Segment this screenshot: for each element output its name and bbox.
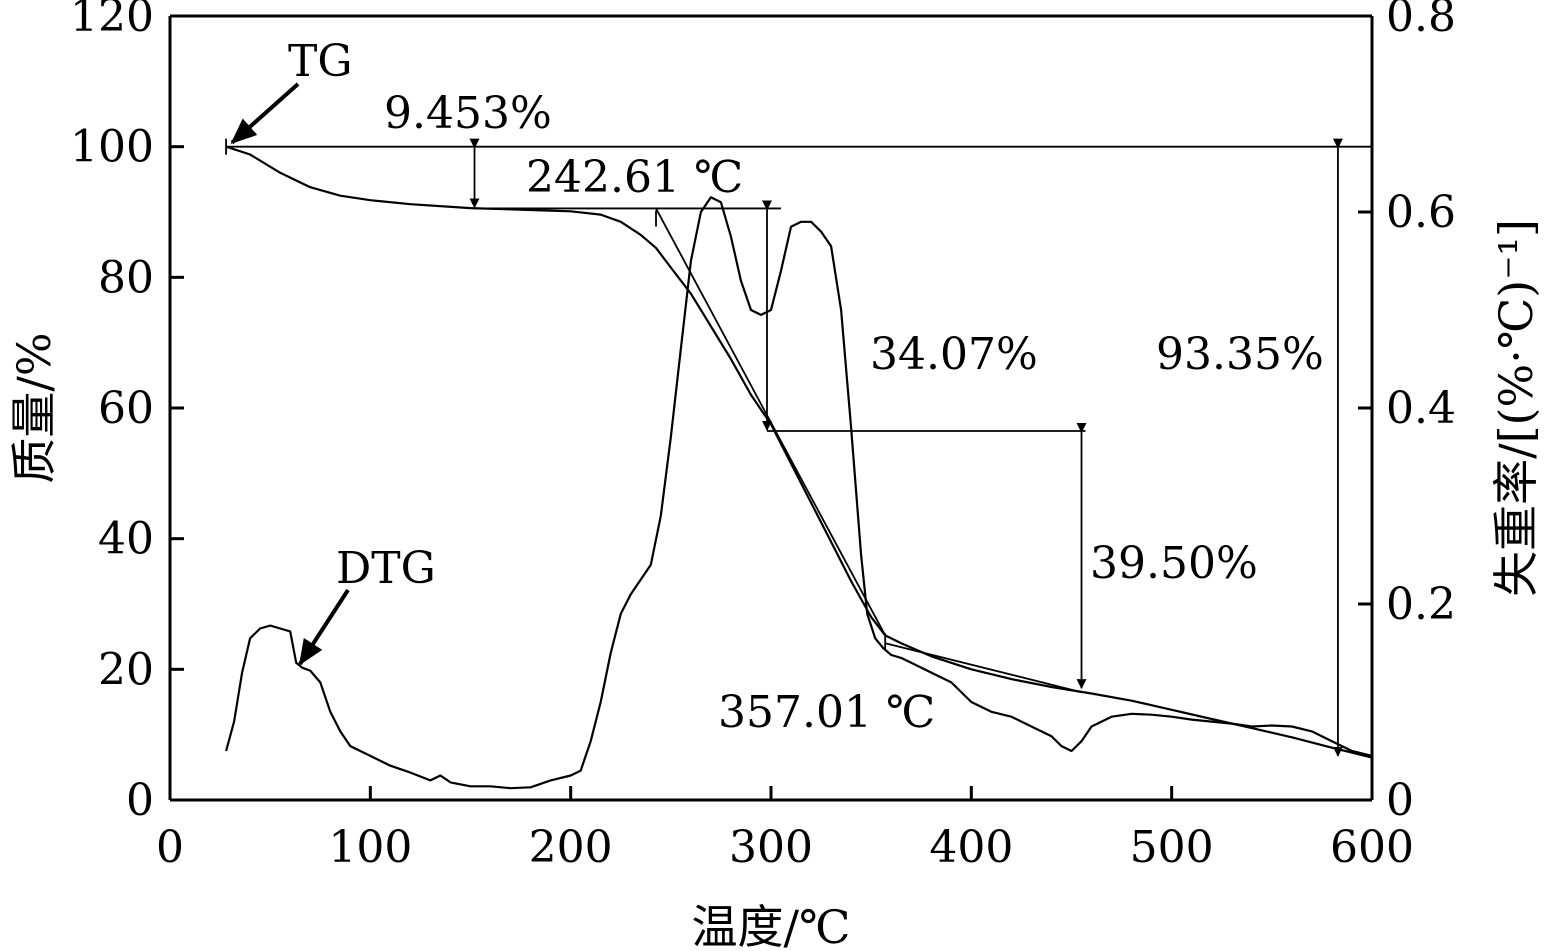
y-right-tick-label: 0.2 (1386, 579, 1456, 630)
y-axis-right-title: 失重率/[(%·℃)⁻¹] (1489, 219, 1543, 597)
dtg-label: DTG (336, 543, 436, 594)
mass-loss-stage1-label: 9.453% (384, 88, 552, 139)
y-right-tick-label: 0.6 (1386, 187, 1456, 238)
x-tick-label: 200 (529, 822, 613, 873)
x-tick-label: 0 (156, 822, 184, 873)
y-left-tick-label: 40 (98, 514, 154, 565)
y-left-tick-label: 0 (126, 775, 154, 826)
y-left-tick-label: 80 (98, 252, 154, 303)
endset-temp-label: 357.01 ℃ (718, 687, 935, 738)
series-layer (225, 145, 1373, 790)
x-tick-label: 500 (1130, 822, 1214, 873)
x-tick-label: 100 (328, 822, 412, 873)
dtg-curve (225, 196, 1373, 790)
x-tick-label: 400 (929, 822, 1013, 873)
mass-loss-stage2-label: 34.07% (870, 329, 1038, 380)
tick-labels-layer: 0 100 200 300 400 500 60002040608010012000.20.… (70, 0, 1456, 873)
y-left-tick-label: 100 (70, 122, 154, 173)
x-tick-label: 300 (729, 822, 813, 873)
plot-frame (168, 14, 1374, 802)
tg-label: TG (288, 36, 353, 87)
annotation-lines (225, 82, 1372, 757)
y-left-tick-label: 60 (98, 383, 154, 434)
endset-tangent (884, 642, 1082, 694)
onset-temp-label: 242.61 ℃ (526, 152, 743, 203)
y-right-tick-label: 0.8 (1386, 0, 1456, 42)
y-axis-left-title: 质量/% (7, 332, 61, 483)
ticks-layer (168, 14, 1374, 802)
tg-curve (225, 145, 1373, 759)
x-axis-title: 温度/℃ (692, 900, 851, 951)
y-left-tick-label: 20 (98, 644, 154, 695)
y-right-tick-label: 0 (1386, 775, 1414, 826)
y-left-tick-label: 120 (70, 0, 154, 42)
mass-loss-stage3-label: 39.50% (1090, 538, 1258, 589)
dtg-pointer-arrow (298, 588, 350, 666)
tg-pointer-arrow (230, 82, 300, 145)
y-right-tick-label: 0.4 (1386, 383, 1456, 434)
total-mass-loss-label: 93.35% (1156, 329, 1324, 380)
x-tick-label: 600 (1330, 822, 1414, 873)
